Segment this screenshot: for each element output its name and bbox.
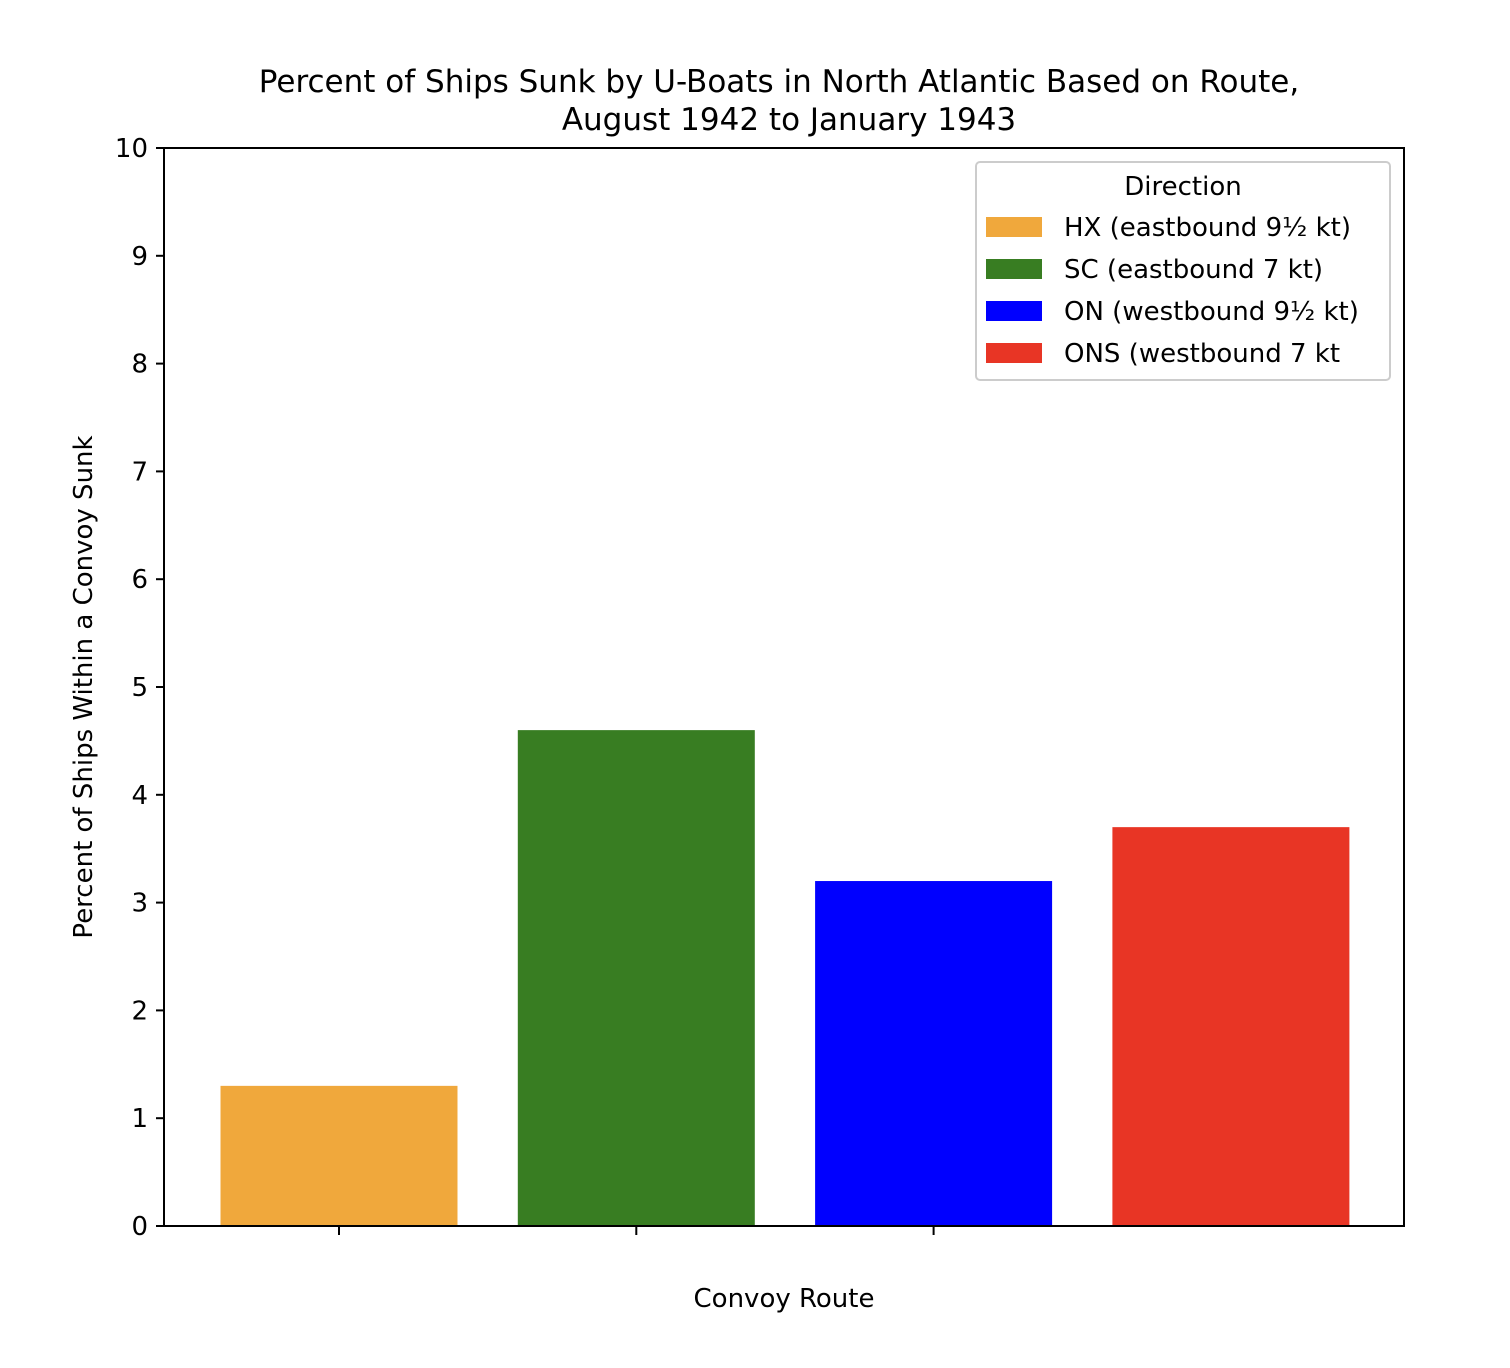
- x-axis-label: Convoy Route: [694, 1284, 875, 1314]
- legend-swatch: [986, 259, 1042, 279]
- y-tick-label: 7: [131, 457, 148, 487]
- bars-group: [220, 730, 1350, 1226]
- y-tick-label: 0: [131, 1212, 148, 1242]
- bar-4: [1112, 827, 1350, 1226]
- y-tick-label: 2: [131, 996, 148, 1026]
- y-tick-label: 4: [131, 781, 148, 811]
- legend-swatch: [986, 343, 1042, 363]
- legend-swatch: [986, 217, 1042, 237]
- legend-items: HX (eastbound 9½ kt) SC (eastbound 7 kt) O…: [986, 213, 1359, 369]
- legend: Direction HX (eastbound 9½ kt) SC (eastbo…: [975, 161, 1391, 381]
- legend-box: [975, 161, 1391, 381]
- legend-entry-label: HX (eastbound 9½ kt): [1064, 213, 1351, 243]
- y-tick-label: 10: [115, 134, 148, 164]
- legend-entry-label: ONS (westbound 7 kt: [1064, 339, 1340, 369]
- legend-entry-label: SC (eastbound 7 kt): [1064, 255, 1323, 285]
- y-axis-label: Percent of Ships Within a Convoy Sunk: [69, 435, 99, 938]
- bar-3: [815, 881, 1053, 1226]
- y-axis-ticks: 0 1 2 3 4 5 6 7 8 9 10: [115, 134, 164, 1242]
- y-tick-label: 3: [131, 889, 148, 919]
- chart-title-line-1: Percent of Ships Sunk by U-Boats in Nort…: [259, 64, 1299, 100]
- x-axis-ticks: [338, 1226, 935, 1235]
- legend-entry-label: ON (westbound 9½ kt): [1064, 297, 1359, 327]
- bar-1: [220, 1085, 458, 1226]
- y-tick-label: 5: [131, 673, 148, 703]
- y-tick-label: 9: [131, 242, 148, 272]
- y-tick-label: 8: [131, 350, 148, 380]
- y-tick-label: 1: [131, 1104, 148, 1134]
- plot-frame: [163, 147, 1405, 1227]
- y-tick-label: 6: [131, 565, 148, 595]
- chart-title-line-2: August 1942 to January 1943: [562, 102, 1016, 138]
- bar-2: [517, 730, 755, 1226]
- legend-title: Direction: [1124, 172, 1241, 202]
- legend-swatch: [986, 301, 1042, 321]
